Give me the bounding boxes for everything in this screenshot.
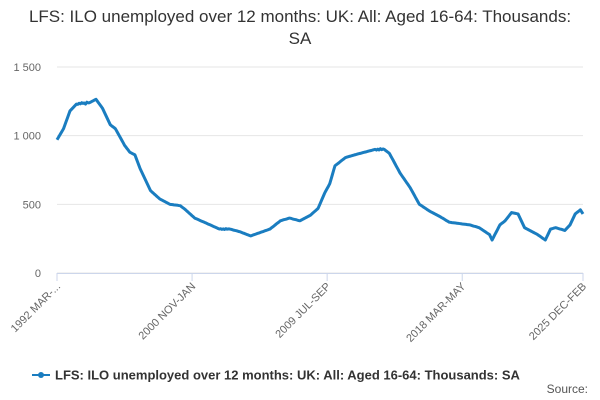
x-tick-label: 2025 DEC-FEB bbox=[527, 281, 589, 343]
y-tick-label: 500 bbox=[23, 199, 41, 211]
legend-symbol-marker bbox=[38, 372, 44, 378]
y-tick-label: 1 000 bbox=[13, 131, 41, 143]
legend-label: LFS: ILO unemployed over 12 months: UK: … bbox=[55, 368, 521, 383]
x-tick-label: 2000 NOV-JAN bbox=[137, 281, 199, 343]
x-tick-label: 1992 MAR-... bbox=[9, 281, 63, 335]
chart-title: LFS: ILO unemployed over 12 months: UK: … bbox=[28, 7, 572, 48]
y-tick-label: 0 bbox=[35, 268, 41, 280]
x-tick-label: 2018 MAR-MAY bbox=[404, 280, 469, 345]
y-tick-label: 1 500 bbox=[13, 62, 41, 74]
x-tick-label: 2009 JUL-SEP bbox=[273, 281, 333, 341]
source-label: Source: bbox=[547, 382, 588, 396]
series-line bbox=[55, 97, 585, 242]
